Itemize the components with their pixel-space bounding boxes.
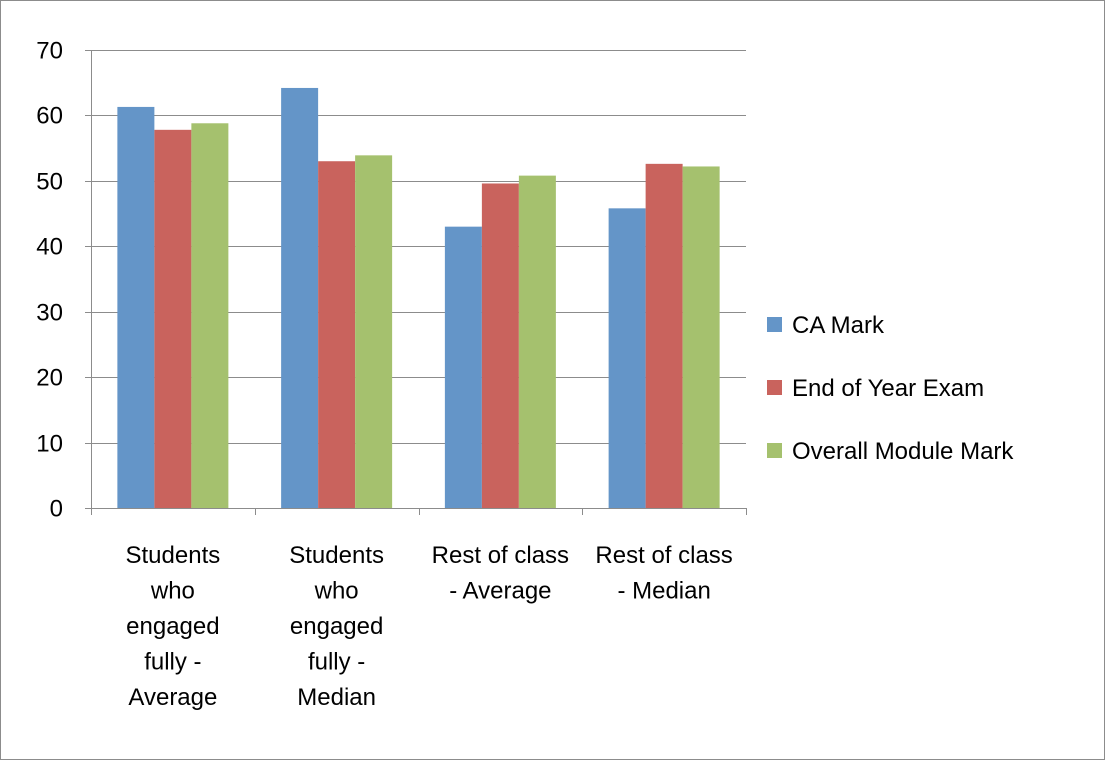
y-tick-label: 0 — [50, 496, 63, 523]
legend-label: Overall Module Mark — [792, 438, 1014, 465]
y-tick-label: 10 — [36, 431, 63, 458]
bar-overall-module-mark — [518, 175, 556, 508]
x-category-label: Students who engaged fully -Median — [289, 542, 384, 711]
bar-ca-mark — [444, 226, 482, 508]
bar-end-of-year-exam — [481, 183, 519, 508]
bar-ca-mark — [117, 106, 155, 509]
legend-label: End of Year Exam — [792, 375, 984, 402]
bar-end-of-year-exam — [318, 161, 356, 508]
bar-overall-module-mark — [682, 166, 720, 508]
bar-ca-mark — [608, 208, 646, 508]
y-tick-label: 40 — [36, 234, 63, 261]
x-category-label: Rest of class - Average — [432, 542, 569, 605]
bar-overall-module-mark — [355, 155, 393, 508]
x-category-label: Students who engaged fully -Average — [126, 542, 221, 711]
bar-ca-mark — [281, 87, 319, 508]
y-tick-label: 70 — [36, 38, 63, 65]
x-category-label: Rest of class - Median — [595, 542, 732, 605]
bar-end-of-year-exam — [154, 129, 192, 508]
bar-end-of-year-exam — [645, 163, 683, 509]
y-tick-label: 50 — [36, 169, 63, 196]
bar-overall-module-mark — [191, 123, 229, 508]
y-tick-label: 20 — [36, 365, 63, 392]
legend-label: CA Mark — [792, 312, 885, 339]
legend-swatch — [767, 317, 782, 332]
legend-swatch — [767, 443, 782, 458]
legend-swatch — [767, 380, 782, 395]
y-tick-label: 30 — [36, 300, 63, 327]
y-tick-label: 60 — [36, 103, 63, 130]
